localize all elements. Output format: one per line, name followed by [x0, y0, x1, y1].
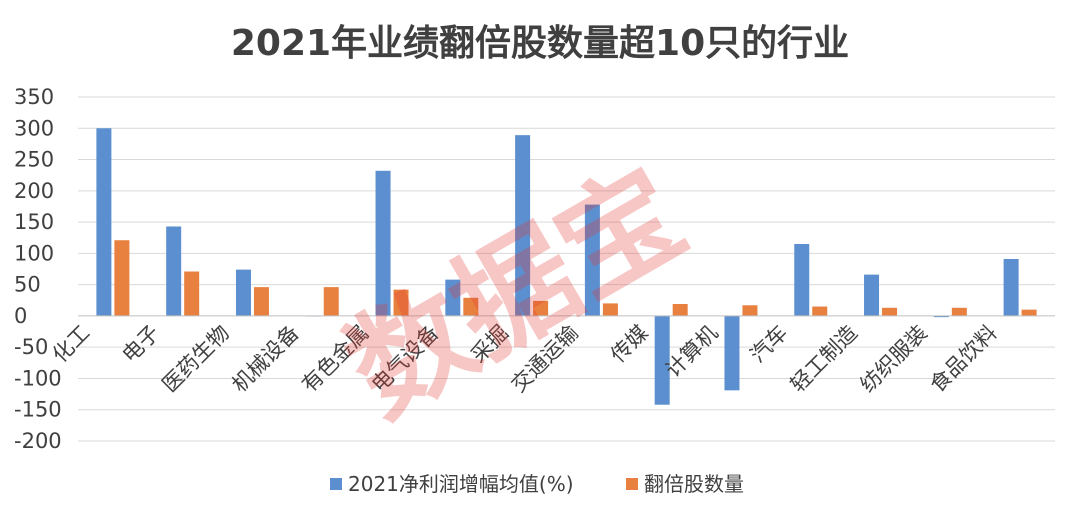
y-tick-label: 150: [14, 210, 54, 234]
x-category-label: 机械设备: [227, 321, 303, 397]
bars: [96, 128, 1037, 405]
legend: 2021净利润增幅均值(%) 翻倍股数量: [330, 472, 744, 496]
bar-doubling-count: [393, 289, 409, 316]
bar-doubling-count: [742, 305, 758, 316]
y-axis-tick-labels: 350 300 250 200 150 100 50 0 -50 -100 -150 -200: [14, 85, 62, 453]
bar-profit-growth: [654, 315, 670, 405]
bar-profit-growth: [96, 128, 112, 316]
y-tick-label: 250: [14, 148, 54, 172]
chart-title: 2021年业绩翻倍股数量超10只的行业: [230, 23, 850, 64]
x-category-label: 纺织服装: [855, 321, 931, 397]
bar-doubling-count: [602, 303, 618, 316]
bar-profit-growth: [445, 279, 461, 316]
y-tick-label: 0: [14, 304, 27, 328]
x-category-label: 传媒: [606, 321, 653, 368]
bar-profit-growth: [794, 243, 810, 316]
bar-profit-growth: [235, 269, 251, 316]
bar-doubling-count: [533, 300, 549, 316]
bar-profit-growth: [515, 135, 531, 316]
gridlines: [78, 96, 1055, 442]
bar-profit-growth: [166, 226, 182, 316]
y-tick-label: 200: [14, 179, 54, 203]
legend-label: 翻倍股数量: [644, 472, 744, 496]
x-category-label: 轻工制造: [786, 321, 862, 397]
bar-doubling-count: [184, 271, 200, 316]
bar-doubling-count: [463, 297, 479, 316]
bar-profit-growth: [933, 315, 949, 318]
legend-swatch: [626, 478, 638, 490]
x-category-label: 汽车: [746, 321, 793, 368]
bar-profit-growth: [1003, 258, 1019, 316]
bar-doubling-count: [672, 304, 688, 316]
bar-doubling-count: [951, 307, 967, 316]
y-tick-label: -50: [14, 335, 48, 359]
y-tick-label: -100: [14, 366, 62, 390]
y-tick-label: 300: [14, 116, 54, 140]
x-category-label: 电子: [118, 321, 165, 368]
bar-profit-growth: [584, 204, 600, 316]
bar-doubling-count: [114, 240, 130, 316]
y-tick-label: -150: [14, 398, 62, 422]
bar-profit-growth: [724, 315, 740, 391]
bar-doubling-count: [253, 287, 269, 316]
x-category-label: 食品饮料: [925, 321, 1001, 397]
bar-doubling-count: [812, 306, 828, 316]
bar-profit-growth: [375, 170, 391, 316]
y-tick-label: -200: [14, 429, 62, 453]
y-tick-label: 50: [14, 273, 41, 297]
bar-doubling-count: [323, 287, 339, 316]
x-category-label: 计算机: [661, 321, 723, 383]
bar-profit-growth: [864, 274, 880, 316]
x-category-label: 化工: [48, 321, 95, 368]
legend-label: 2021净利润增幅均值(%): [348, 472, 574, 496]
legend-swatch: [330, 478, 342, 490]
x-category-label: 医药生物: [158, 321, 234, 397]
bar-doubling-count: [882, 307, 898, 316]
bar-doubling-count: [1021, 309, 1037, 316]
y-tick-label: 100: [14, 241, 54, 265]
y-tick-label: 350: [14, 85, 54, 109]
